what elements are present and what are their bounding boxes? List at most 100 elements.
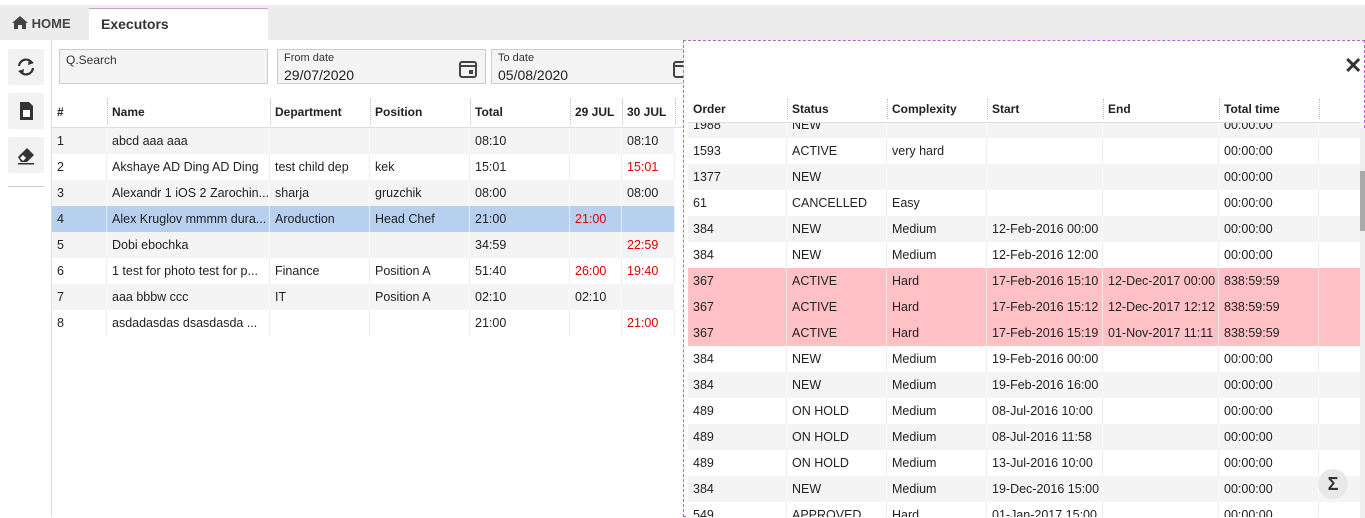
table-cell: 00:00:00 bbox=[1219, 424, 1319, 450]
table-cell bbox=[370, 232, 470, 258]
column-header: Total bbox=[475, 104, 503, 119]
table-cell: 384 bbox=[688, 242, 787, 268]
table-cell: APPROVED bbox=[787, 502, 887, 517]
table-cell: 13-Jul-2016 10:00 bbox=[987, 450, 1103, 476]
close-button[interactable]: ✕ bbox=[1344, 53, 1363, 78]
scrollbar[interactable] bbox=[1360, 128, 1365, 518]
column-divider bbox=[470, 99, 471, 124]
column-header: 30 JUL bbox=[627, 104, 667, 119]
table-cell: 489 bbox=[688, 424, 787, 450]
table-cell: Medium bbox=[887, 398, 987, 424]
column-header: Start bbox=[992, 102, 1020, 116]
column-divider bbox=[1103, 99, 1104, 119]
calendar-icon[interactable] bbox=[458, 59, 478, 79]
table-cell bbox=[1103, 138, 1219, 164]
table-cell: Medium bbox=[887, 476, 987, 502]
table-cell: 1 bbox=[52, 128, 107, 154]
table-cell bbox=[570, 232, 622, 258]
table-cell: 00:00:00 bbox=[1219, 476, 1319, 502]
table-cell: 08-Jul-2016 10:00 bbox=[987, 398, 1103, 424]
table-cell: Aroduction bbox=[270, 206, 370, 232]
table-cell bbox=[1103, 242, 1219, 268]
table-row: 8 asdadasdas dsasdasda ... 21:00 21:00 bbox=[52, 310, 675, 336]
table-row: 7 aaa bbbw ccc IT Position A 02:10 02:10 bbox=[52, 284, 675, 310]
from-date[interactable]: From date 29/07/2020 bbox=[277, 49, 486, 84]
table-cell: 21:00 bbox=[622, 310, 675, 336]
table-cell: Head Chef bbox=[370, 206, 470, 232]
table-cell: Position A bbox=[370, 284, 470, 310]
table-row: 384 NEW Medium 19-Dec-2016 15:00 00:00:00 bbox=[688, 476, 1360, 502]
table-cell: 384 bbox=[688, 346, 787, 372]
table-cell: 367 bbox=[688, 294, 787, 320]
executors-tab[interactable]: Executors bbox=[89, 8, 268, 40]
home-tab[interactable]: HOME bbox=[12, 5, 71, 40]
table-cell: Position A bbox=[370, 258, 470, 284]
table-cell: 00:00:00 bbox=[1219, 242, 1319, 268]
table-row: 384 NEW Medium 19-Feb-2016 16:00 00:00:00 bbox=[688, 372, 1360, 398]
table-cell bbox=[1103, 476, 1219, 502]
table-cell: NEW bbox=[787, 242, 887, 268]
refresh-button[interactable] bbox=[8, 49, 44, 85]
table-cell: Akshaye AD Ding AD Ding bbox=[107, 154, 270, 180]
search-box[interactable]: Q.Search bbox=[59, 49, 268, 84]
table-row: 384 NEW Medium 19-Feb-2016 00:00 00:00:00 bbox=[688, 346, 1360, 372]
table-cell: 00:00:00 bbox=[1219, 123, 1319, 138]
table-cell: 19-Dec-2016 15:00 bbox=[987, 476, 1103, 502]
table-header: # Name Department Position Total 29 JUL 30 JUL bbox=[52, 95, 692, 128]
table-cell bbox=[370, 128, 470, 154]
table-row: 367 ACTIVE Hard 17-Feb-2016 15:12 12-Dec-201… bbox=[688, 294, 1360, 320]
table-cell: 61 bbox=[688, 190, 787, 216]
table-cell bbox=[570, 154, 622, 180]
table-row: 4 Alex Kruglov mmmm dura... Aroduction Head… bbox=[52, 206, 675, 232]
table-cell: 12-Feb-2016 00:00 bbox=[987, 216, 1103, 242]
table-cell: 2 bbox=[52, 154, 107, 180]
table-body: 1988 NEW 00:00:00 1593 ACTIVE very hard 00:00:… bbox=[688, 123, 1361, 517]
column-header: 29 JUL bbox=[575, 104, 615, 119]
table-cell: 00:00:00 bbox=[1219, 372, 1319, 398]
table-cell bbox=[987, 190, 1103, 216]
table-cell: 00:00:00 bbox=[1219, 190, 1319, 216]
orders-table: Order Status Complexity Start End Total time 1… bbox=[688, 95, 1361, 517]
table-cell: 08-Jul-2016 11:58 bbox=[987, 424, 1103, 450]
table-cell: 367 bbox=[688, 320, 787, 346]
column-header: Total time bbox=[1224, 102, 1280, 116]
table-cell: 12-Dec-2017 00:00 bbox=[1103, 268, 1219, 294]
table-cell: Alexandr 1 iOS 2 Zarochin... bbox=[107, 180, 270, 206]
table-cell: NEW bbox=[787, 164, 887, 190]
table-row: 367 ACTIVE Hard 17-Feb-2016 15:10 12-Dec-201… bbox=[688, 268, 1360, 294]
column-header: Order bbox=[693, 102, 726, 116]
table-cell bbox=[270, 310, 370, 336]
table-cell: sharja bbox=[270, 180, 370, 206]
table-body: 1 abcd aaa aaa 08:10 08:10 2 Akshaye AD Ding … bbox=[52, 128, 692, 517]
table-cell: 08:10 bbox=[470, 128, 570, 154]
table-cell: Hard bbox=[887, 268, 987, 294]
table-cell bbox=[1103, 216, 1219, 242]
table-cell: Dobi ebochka bbox=[107, 232, 270, 258]
table-row: 489 ON HOLD Medium 08-Jul-2016 11:58 00:00:0… bbox=[688, 424, 1360, 450]
column-divider bbox=[107, 99, 108, 124]
export-button[interactable] bbox=[8, 93, 44, 129]
table-cell: 21:00 bbox=[470, 310, 570, 336]
table-cell: 02:10 bbox=[570, 284, 622, 310]
table-cell: 489 bbox=[688, 398, 787, 424]
table-cell bbox=[1103, 190, 1219, 216]
table-row: 1 abcd aaa aaa 08:10 08:10 bbox=[52, 128, 675, 154]
table-cell: Hard bbox=[887, 320, 987, 346]
table-cell bbox=[622, 284, 675, 310]
table-cell bbox=[1103, 346, 1219, 372]
table-cell: 384 bbox=[688, 372, 787, 398]
table-cell: Medium bbox=[887, 346, 987, 372]
column-divider bbox=[787, 99, 788, 119]
sum-button[interactable]: Σ bbox=[1318, 469, 1348, 499]
table-cell: 3 bbox=[52, 180, 107, 206]
table-cell: 838:59:59 bbox=[1219, 294, 1319, 320]
table-cell: ON HOLD bbox=[787, 450, 887, 476]
table-row: 3 Alexandr 1 iOS 2 Zarochin... sharja gruzc… bbox=[52, 180, 675, 206]
table-cell: asdadasdas dsasdasda ... bbox=[107, 310, 270, 336]
column-divider bbox=[1319, 99, 1320, 119]
table-cell bbox=[1103, 372, 1219, 398]
table-cell bbox=[887, 164, 987, 190]
table-row: 384 NEW Medium 12-Feb-2016 12:00 00:00:00 bbox=[688, 242, 1360, 268]
clear-button[interactable] bbox=[8, 137, 44, 173]
to-date[interactable]: To date 05/08/2020 bbox=[491, 49, 700, 84]
